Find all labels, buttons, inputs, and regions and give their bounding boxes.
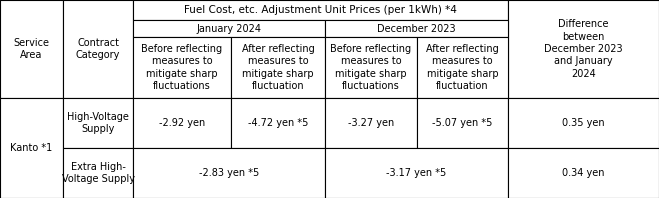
Bar [133,98,231,148]
Text: -3.17 yen *5: -3.17 yen *5 [386,168,447,178]
Bar [325,37,417,98]
Text: Contract
Category: Contract Category [76,38,120,60]
Text: Extra High-
Voltage Supply: Extra High- Voltage Supply [61,162,134,184]
Bar [63,98,133,148]
Bar [325,148,508,198]
Bar [63,0,133,98]
Text: 0.34 yen: 0.34 yen [562,168,605,178]
Bar [0,98,63,198]
Text: Difference
between
December 2023
and January
2024: Difference between December 2023 and Jan… [544,19,623,79]
Bar [0,0,63,98]
Bar [325,98,417,148]
Text: After reflecting
measures to
mitigate sharp
fluctuation: After reflecting measures to mitigate sh… [242,44,314,91]
Bar [231,98,325,148]
Bar [417,37,508,98]
Text: -4.72 yen *5: -4.72 yen *5 [248,118,308,128]
Bar [508,148,659,198]
Text: Before reflecting
measures to
mitigate sharp
fluctuations: Before reflecting measures to mitigate s… [142,44,223,91]
Text: After reflecting
measures to
mitigate sharp
fluctuation: After reflecting measures to mitigate sh… [426,44,499,91]
Bar [133,37,231,98]
Bar [133,20,325,37]
Text: December 2023: December 2023 [377,24,456,33]
Text: High-Voltage
Supply: High-Voltage Supply [67,112,129,134]
Text: -2.83 yen *5: -2.83 yen *5 [199,168,259,178]
Text: -2.92 yen: -2.92 yen [159,118,205,128]
Text: -3.27 yen: -3.27 yen [348,118,394,128]
Text: Before reflecting
measures to
mitigate sharp
fluctuations: Before reflecting measures to mitigate s… [330,44,412,91]
Text: Service
Area: Service Area [13,38,49,60]
Bar [133,0,508,20]
Text: Fuel Cost, etc. Adjustment Unit Prices (per 1kWh) *4: Fuel Cost, etc. Adjustment Unit Prices (… [184,5,457,15]
Bar [63,148,133,198]
Text: Kanto *1: Kanto *1 [11,143,53,153]
Bar [508,0,659,98]
Text: 0.35 yen: 0.35 yen [562,118,605,128]
Bar [325,20,508,37]
Text: January 2024: January 2024 [196,24,262,33]
Text: -5.07 yen *5: -5.07 yen *5 [432,118,493,128]
Bar [231,37,325,98]
Bar [417,98,508,148]
Bar [508,98,659,148]
Bar [133,148,325,198]
